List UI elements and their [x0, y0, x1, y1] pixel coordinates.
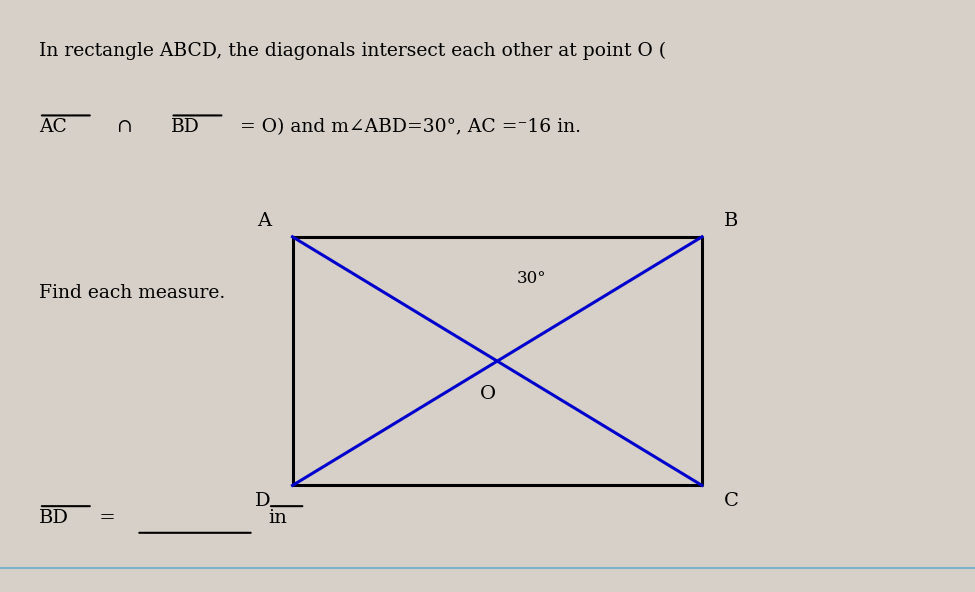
Text: BD: BD [39, 509, 69, 527]
Text: in: in [268, 509, 287, 527]
Text: In rectangle ABCD, the diagonals intersect each other at point O (: In rectangle ABCD, the diagonals interse… [39, 41, 666, 60]
Text: = O) and m∠ABD=30°, AC =⁻16 in.: = O) and m∠ABD=30°, AC =⁻16 in. [234, 118, 581, 136]
Text: ∩: ∩ [117, 118, 138, 136]
Text: O: O [480, 385, 495, 403]
Text: 30°: 30° [517, 270, 546, 287]
Text: Find each measure.: Find each measure. [39, 284, 225, 302]
Text: D: D [255, 492, 271, 510]
Text: BD: BD [171, 118, 200, 136]
Text: =: = [93, 509, 115, 527]
Text: A: A [257, 213, 271, 230]
Text: AC: AC [39, 118, 67, 136]
Text: B: B [723, 213, 738, 230]
Text: C: C [723, 492, 738, 510]
